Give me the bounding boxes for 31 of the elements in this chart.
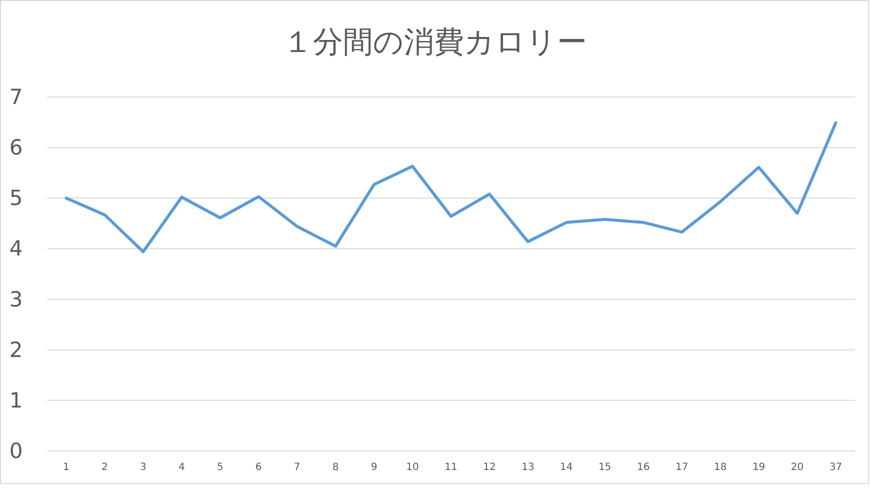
x-tick-label: 2: [102, 462, 108, 473]
chart-title: １分間の消費カロリー: [283, 25, 587, 60]
x-tick-label: 8: [332, 462, 339, 473]
x-tick-label: 4: [178, 462, 185, 473]
x-tick-label: 5: [216, 462, 224, 473]
x-tick-label: 18: [714, 462, 727, 473]
x-tick-label: 10: [406, 462, 419, 473]
x-tick-label: 15: [598, 462, 612, 473]
x-tick-label: 3: [140, 462, 146, 473]
line-series: [64, 121, 838, 254]
x-tick-label: 37: [829, 462, 842, 473]
x-tick-label: 13: [522, 462, 534, 473]
y-tick-label: 3: [9, 287, 23, 312]
y-tick-label: 0: [9, 439, 23, 463]
x-tick-label: 16: [637, 462, 650, 473]
x-tick-label: 19: [752, 462, 766, 473]
x-tick-label: 11: [444, 462, 458, 473]
y-tick-label: 1: [9, 388, 23, 412]
y-tick-label: 4: [9, 236, 23, 261]
x-tick-label: 9: [370, 462, 378, 473]
x-tick-label: 7: [294, 462, 300, 473]
x-tick-label: 1: [63, 462, 70, 473]
x-tick-label: 12: [483, 462, 496, 473]
x-tick-label: 20: [790, 462, 804, 473]
y-tick-label: 7: [9, 85, 23, 109]
x-tick-label: 14: [560, 462, 573, 473]
y-tick-label: 5: [9, 186, 23, 210]
x-tick-label: 17: [675, 462, 688, 473]
y-tick-label: 6: [9, 136, 23, 160]
x-tick-label: 6: [255, 462, 262, 473]
y-tick-label: 2: [9, 338, 23, 362]
